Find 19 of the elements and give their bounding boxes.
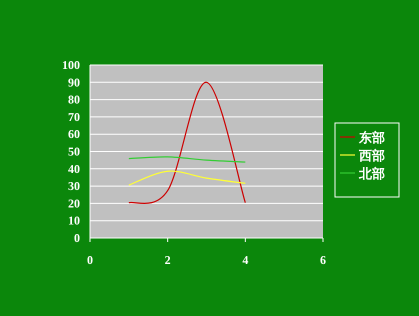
legend-label: 北部 xyxy=(358,166,385,182)
y-tick-label: 100 xyxy=(62,58,80,72)
y-tick-label: 50 xyxy=(68,144,80,158)
y-tick-label: 10 xyxy=(68,214,80,228)
x-tick-label: 4 xyxy=(242,253,248,267)
y-tick-label: 40 xyxy=(68,162,80,176)
legend-label: 西部 xyxy=(358,148,385,164)
y-tick-label: 60 xyxy=(68,127,80,142)
legend-label: 东部 xyxy=(358,130,385,146)
x-tick-label: 0 xyxy=(87,253,93,267)
y-tick-label: 20 xyxy=(68,196,80,210)
y-tick-label: 90 xyxy=(68,75,80,90)
x-tick-label: 2 xyxy=(164,253,171,267)
x-tick-label: 6 xyxy=(320,253,326,267)
y-tick-label: 80 xyxy=(68,92,80,107)
y-tick-label: 70 xyxy=(68,110,80,124)
line-series xyxy=(128,170,246,186)
y-tick-label: 30 xyxy=(68,179,80,194)
y-tick-label: 0 xyxy=(74,231,80,245)
